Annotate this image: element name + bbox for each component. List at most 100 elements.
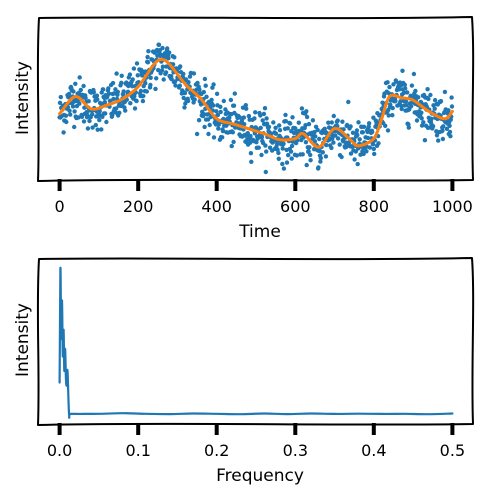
scatter-point xyxy=(371,146,376,152)
scatter-point xyxy=(58,94,63,100)
scatter-point xyxy=(303,140,309,145)
scatter-point xyxy=(403,99,409,104)
scatter-point xyxy=(310,118,316,123)
scatter-point xyxy=(172,55,177,60)
scatter-point xyxy=(383,123,388,128)
scatter-point xyxy=(348,151,354,156)
scatter-point xyxy=(275,141,280,147)
scatter-point xyxy=(95,97,100,102)
scatter-point xyxy=(144,89,149,94)
scatter-point xyxy=(163,70,169,75)
scatter-point xyxy=(404,103,409,108)
scatter-point xyxy=(145,60,151,65)
scatter-point xyxy=(353,149,358,154)
scatter-point xyxy=(207,122,212,128)
scatter-point xyxy=(360,130,365,135)
scatter-point xyxy=(64,119,69,125)
scatter-point xyxy=(449,104,455,109)
scatter-point xyxy=(441,124,446,129)
scatter-point xyxy=(393,98,398,104)
scatter-point xyxy=(312,139,318,144)
scatter-point xyxy=(271,120,276,125)
scatter-point xyxy=(134,61,140,66)
scatter-point xyxy=(258,113,263,118)
spectrum-line xyxy=(58,267,454,419)
scatter-point xyxy=(303,123,308,128)
time-axis-ticks: 0 200 400 600 800 1000 xyxy=(55,179,473,216)
scatter-point xyxy=(402,82,407,88)
spectrum-marks xyxy=(58,267,454,419)
scatter-point xyxy=(94,93,100,98)
scatter-point xyxy=(115,89,121,95)
scatter-point xyxy=(366,121,372,126)
scatter-point xyxy=(191,71,197,76)
scatter-point xyxy=(340,119,345,124)
x-tick-label: 800 xyxy=(359,197,390,216)
scatter-point xyxy=(276,156,281,161)
scatter-point xyxy=(83,95,88,101)
scatter-point xyxy=(335,136,341,141)
scatter-point xyxy=(448,134,453,139)
scatter-point xyxy=(247,140,253,145)
scatter-point xyxy=(95,127,100,132)
scatter-point xyxy=(397,87,402,92)
scatter-point xyxy=(202,76,208,82)
scatter-point xyxy=(306,149,311,154)
scatter-point xyxy=(181,71,186,77)
scatter-point xyxy=(354,128,360,133)
scatter-point xyxy=(367,145,373,150)
scatter-point xyxy=(289,143,295,149)
scatter-point xyxy=(304,109,309,114)
scatter-point xyxy=(252,116,257,121)
scatter-point xyxy=(218,109,223,115)
scatter-point xyxy=(254,140,259,145)
scatter-point xyxy=(160,45,165,51)
time-series-panel: 0 200 400 600 800 1000 Time Intensity xyxy=(13,16,475,242)
scatter-point xyxy=(387,84,392,90)
scatter-point xyxy=(239,118,245,124)
time-series-marks xyxy=(57,42,455,175)
scatter-point xyxy=(376,141,381,146)
scatter-point xyxy=(153,86,158,92)
scatter-point xyxy=(211,135,217,140)
scatter-point xyxy=(425,87,430,92)
scatter-point xyxy=(409,83,415,88)
scatter-point xyxy=(249,159,254,164)
scatter-point xyxy=(227,115,232,121)
scatter-point xyxy=(399,106,404,112)
scatter-point xyxy=(260,118,265,123)
scatter-point xyxy=(127,72,133,77)
scatter-point xyxy=(320,150,325,155)
scatter-point xyxy=(209,97,214,103)
scatter-point xyxy=(388,102,393,108)
scatter-point xyxy=(143,81,148,86)
scatter-point xyxy=(426,96,431,102)
scatter-point xyxy=(161,77,166,82)
scatter-point xyxy=(447,129,453,135)
scatter-point xyxy=(333,133,338,138)
scatter-point xyxy=(398,99,403,104)
scatter-point xyxy=(135,73,140,78)
scatter-point xyxy=(183,101,188,106)
scatter-point xyxy=(446,108,451,113)
x-tick-label: 1000 xyxy=(432,197,473,216)
scatter-point xyxy=(186,80,191,85)
scatter-point xyxy=(323,154,329,159)
scatter-point xyxy=(140,98,146,104)
scatter-point xyxy=(243,103,248,108)
scatter-point xyxy=(123,108,128,113)
spectrum-y-axis-label: Intensity xyxy=(13,303,33,377)
scatter-point xyxy=(106,86,111,91)
scatter-point xyxy=(159,68,165,73)
scatter-point xyxy=(447,123,452,128)
scatter-point xyxy=(352,157,357,162)
scatter-point xyxy=(214,91,220,97)
scatter-point xyxy=(385,80,390,85)
scatter-point xyxy=(372,151,377,157)
scatter-point xyxy=(283,112,288,118)
scatter-point xyxy=(93,122,99,128)
scatter-point xyxy=(281,166,287,171)
scatter-point xyxy=(317,136,322,142)
scatter-point xyxy=(339,154,344,160)
scatter-point xyxy=(148,75,153,81)
